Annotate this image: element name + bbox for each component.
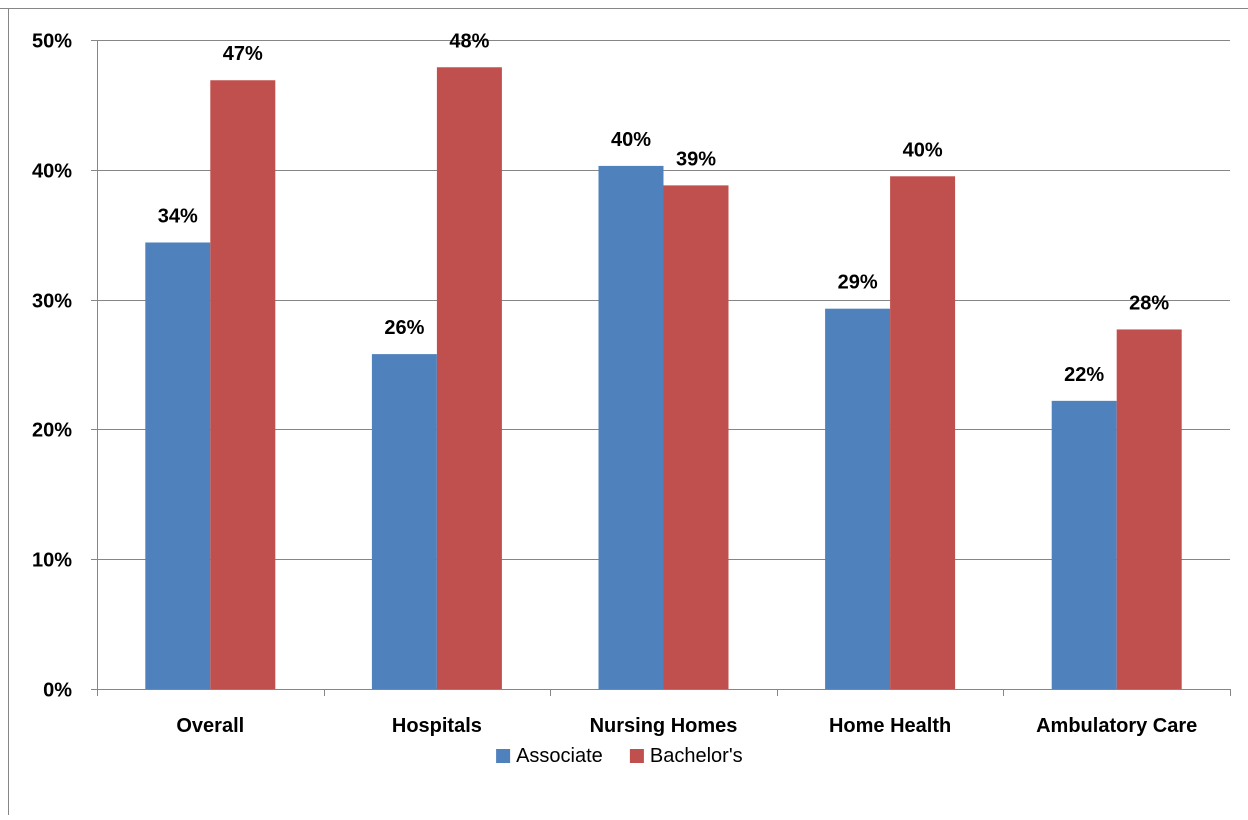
- bar: [1116, 329, 1182, 689]
- bar: [663, 185, 729, 689]
- bar: [371, 354, 437, 689]
- data-label: 39%: [676, 148, 716, 170]
- x-category-label: Hospitals: [392, 715, 482, 737]
- bars: [145, 67, 1182, 690]
- data-label: 26%: [384, 317, 424, 339]
- y-tick-label: 50%: [32, 31, 72, 53]
- bar: [890, 176, 956, 690]
- x-category-label: Ambulatory Care: [1036, 715, 1197, 737]
- data-labels: 34% 47% 26% 48% 40% 39% 29% 40% 22% 28%: [158, 30, 1170, 386]
- x-category-label: Home Health: [829, 715, 951, 737]
- bar: [436, 67, 502, 690]
- y-tick-label: 30%: [32, 291, 72, 313]
- data-label: 28%: [1129, 292, 1169, 314]
- data-label: 40%: [611, 129, 651, 151]
- legend-label: Bachelor's: [650, 745, 743, 767]
- y-tick-label: 20%: [32, 420, 72, 442]
- y-tick-label: 40%: [32, 161, 72, 183]
- data-label: 29%: [838, 272, 878, 294]
- x-category-label: Nursing Homes: [590, 715, 738, 737]
- y-tick-label: 10%: [32, 550, 72, 572]
- bar: [145, 242, 211, 689]
- data-label: 34%: [158, 205, 198, 227]
- bar: [1051, 400, 1117, 689]
- legend-swatch: [496, 749, 511, 763]
- legend-label: Associate: [516, 745, 603, 767]
- x-category-label: Overall: [176, 715, 244, 737]
- data-label: 48%: [449, 30, 489, 52]
- bar: [825, 308, 891, 689]
- data-label: 22%: [1064, 364, 1104, 386]
- legend-swatch: [629, 749, 644, 763]
- data-label: 40%: [903, 139, 943, 161]
- bar: [598, 165, 664, 689]
- axes: 0% 10% 20% 30% 40% 50% Overall Hospitals Nursing…: [32, 31, 1231, 737]
- data-label: 47%: [223, 43, 263, 65]
- legend: Associate Bachelor's: [496, 745, 743, 767]
- bar: [210, 80, 276, 690]
- y-tick-label: 0%: [43, 680, 72, 702]
